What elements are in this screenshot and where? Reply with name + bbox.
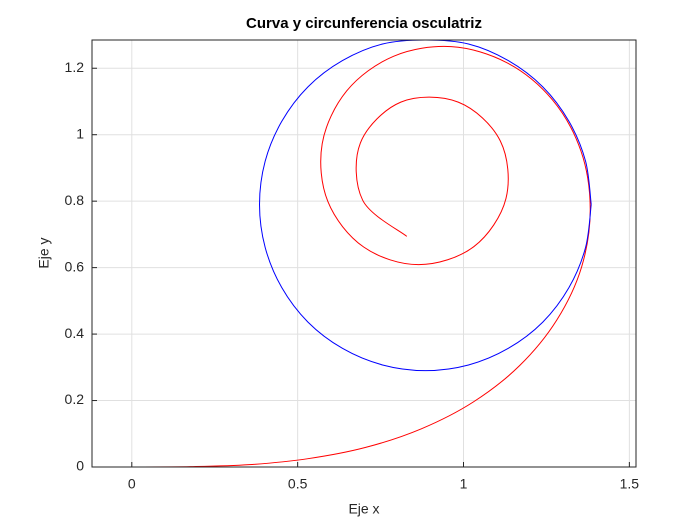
x-tick-label: 1 — [460, 476, 468, 492]
y-tick-label: 0.2 — [65, 391, 85, 407]
x-tick-label: 1.5 — [620, 476, 640, 492]
line-series — [131, 45, 591, 468]
x-tick-label: 0 — [128, 476, 136, 492]
chart-title: Curva y circunferencia osculatriz — [246, 15, 482, 32]
y-tick-label: 1 — [76, 125, 84, 141]
line-series — [259, 39, 592, 372]
y-tick-label: 0.8 — [65, 192, 85, 208]
y-tick-label: 0.4 — [65, 325, 85, 341]
y-tick-label: 0 — [76, 458, 84, 474]
y-tick-label: 0.6 — [65, 258, 85, 274]
x-axis-label: Eje x — [348, 501, 379, 517]
y-axis-label: Eje y — [36, 237, 52, 268]
y-tick-label: 1.2 — [65, 59, 85, 75]
x-tick-label: 0.5 — [288, 476, 308, 492]
plot-frame — [91, 39, 637, 468]
